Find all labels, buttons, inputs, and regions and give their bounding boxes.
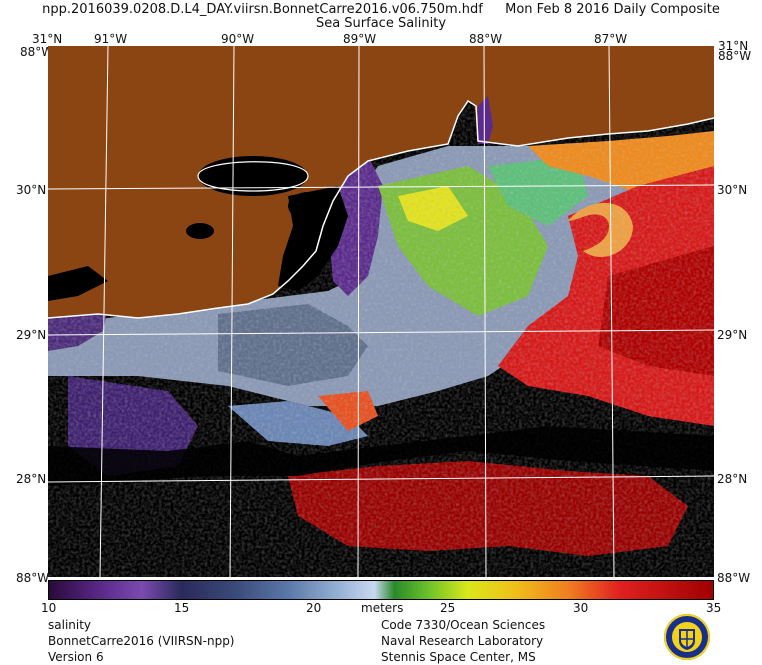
title-line: npp.2016039.0208.D.L4_DAY.viirsn.BonnetC… bbox=[0, 2, 762, 17]
salinity-map[interactable] bbox=[48, 46, 714, 577]
lon-label-89w: 89°W bbox=[343, 32, 377, 46]
colorbar-tick-20: 20 bbox=[306, 601, 322, 615]
lat-label-30n-left: 30°N bbox=[16, 183, 47, 197]
lake-pontchartrain bbox=[198, 156, 308, 196]
footer-left: salinity BonnetCarre2016 (VIIRSN-npp) Ve… bbox=[48, 617, 235, 665]
delta-marsh bbox=[278, 186, 348, 291]
land-mass bbox=[48, 46, 714, 318]
product-title: Sea Surface Salinity bbox=[315, 16, 447, 31]
colorbar-tick-30: 30 bbox=[573, 601, 589, 615]
footer-version: Version 6 bbox=[48, 650, 104, 664]
lon-label-90w: 90°W bbox=[221, 32, 255, 46]
footer-code: Code 7330/Ocean Sciences bbox=[381, 618, 546, 632]
corner-label-top-left-overlap: 88°W bbox=[20, 45, 54, 59]
file-name: npp.2016039.0208.D.L4_DAY.viirsn.BonnetC… bbox=[42, 2, 483, 17]
marsh-west bbox=[48, 266, 108, 301]
colorbar-tick-35: 35 bbox=[706, 601, 722, 615]
lat-label-29n-right: 29°N bbox=[717, 328, 748, 342]
composite-date: Mon Feb 8 2016 Daily Composite bbox=[505, 2, 720, 17]
colorbar-tick-10: 10 bbox=[41, 601, 57, 615]
lake-outline bbox=[197, 161, 309, 192]
footer-lab: Naval Research Laboratory bbox=[381, 634, 544, 648]
footer-dataset: BonnetCarre2016 (VIIRSN-npp) bbox=[48, 634, 235, 648]
colorbar-unit: meters bbox=[361, 601, 404, 615]
corner-label-top-right: 31°N bbox=[718, 39, 749, 53]
footer-right: Code 7330/Ocean Sciences Naval Research … bbox=[381, 617, 545, 665]
cloud-mask bbox=[48, 426, 714, 486]
lat-label-28n-left: 28°N bbox=[16, 472, 47, 486]
lat-label-28n-right: 28°N bbox=[717, 472, 748, 486]
lat-label-30n-right: 30°N bbox=[717, 183, 748, 197]
colorbar-tick-25: 25 bbox=[440, 601, 456, 615]
lake-west bbox=[186, 223, 214, 239]
map-canvas bbox=[48, 46, 714, 577]
corner-label-top-right-overlap: 88°W bbox=[718, 49, 752, 63]
graticule bbox=[48, 46, 714, 577]
coastline bbox=[48, 99, 714, 319]
lon-label-91w: 91°W bbox=[94, 32, 128, 46]
corner-label-top-left: 31°N bbox=[32, 32, 63, 46]
lat-label-29n-left: 29°N bbox=[16, 328, 47, 342]
lon-label-87w: 87°W bbox=[594, 32, 628, 46]
corner-label-bottom-right: 88°W bbox=[717, 571, 751, 585]
color-scale-bar bbox=[48, 580, 714, 600]
corner-label-bottom-left: 88°W bbox=[16, 571, 50, 585]
lon-label-88w: 88°W bbox=[469, 32, 503, 46]
footer-parameter: salinity bbox=[48, 618, 92, 632]
mobile-bay bbox=[478, 96, 493, 144]
colorbar-tick-15: 15 bbox=[174, 601, 190, 615]
nrl-seal-icon bbox=[663, 613, 711, 661]
footer-location: Stennis Space Center, MS bbox=[381, 650, 536, 664]
